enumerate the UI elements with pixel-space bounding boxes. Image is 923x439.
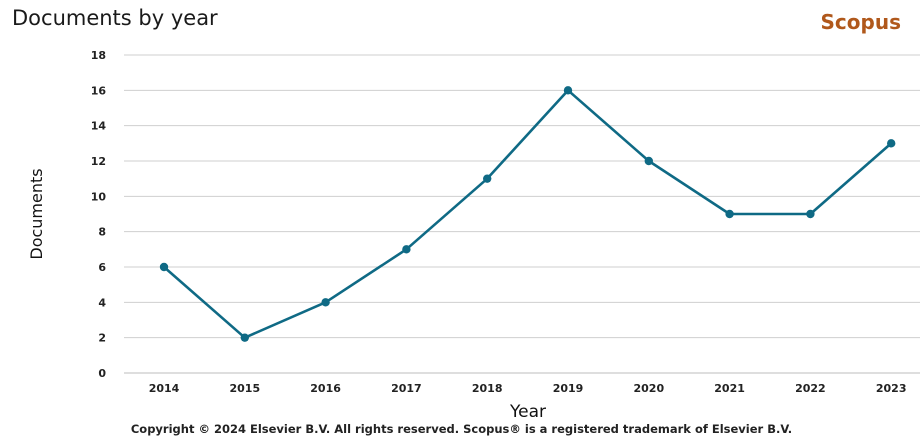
- data-point[interactable]: [644, 156, 653, 166]
- x-tick-label: 2016: [310, 382, 341, 395]
- y-tick-label: 10: [91, 190, 107, 203]
- y-tick-label: 18: [91, 49, 106, 62]
- data-point[interactable]: [240, 333, 249, 342]
- y-tick-label: 6: [98, 261, 106, 274]
- x-tick-label: 2023: [876, 382, 907, 395]
- grid-lines: [124, 54, 920, 374]
- x-tick-label: 2014: [149, 382, 180, 395]
- y-axis-title: Documents: [27, 168, 46, 259]
- x-axis-ticks: 2014 2015 2016 2017 2018 2019 2020 2021 2022 2023: [149, 382, 907, 395]
- x-tick-label: 2015: [229, 382, 260, 395]
- x-tick-label: 2018: [472, 382, 503, 395]
- series-line: [163, 89, 893, 339]
- x-tick-label: 2020: [633, 382, 664, 395]
- scopus-logo[interactable]: Scopus: [820, 10, 901, 34]
- x-tick-label: 2021: [714, 382, 745, 395]
- y-tick-label: 0: [98, 367, 106, 380]
- y-tick-label: 8: [98, 226, 106, 239]
- x-tick-label: 2022: [795, 382, 826, 395]
- data-point[interactable]: [402, 245, 411, 254]
- documents-by-year-chart: 0 2 4 6 8 10 12 14 16 18 2014 2015 2016 2017 2018 2019…: [27, 49, 920, 420]
- data-point[interactable]: [725, 209, 734, 219]
- data-point[interactable]: [806, 209, 815, 219]
- data-point[interactable]: [321, 298, 330, 307]
- x-axis-title: Year: [509, 402, 546, 420]
- y-axis-ticks: 0 2 4 6 8 10 12 14 16 18: [91, 49, 107, 380]
- chart-title: Documents by year: [12, 6, 218, 30]
- x-tick-label: 2019: [553, 382, 584, 395]
- data-point[interactable]: [887, 139, 896, 148]
- y-tick-label: 4: [98, 296, 106, 309]
- y-tick-label: 14: [91, 120, 107, 133]
- y-tick-label: 12: [91, 155, 106, 168]
- series-line-layer: [163, 89, 893, 339]
- data-point[interactable]: [563, 86, 573, 95]
- x-tick-label: 2017: [391, 382, 422, 395]
- y-tick-label: 16: [91, 84, 107, 97]
- copyright-notice: Copyright © 2024 Elsevier B.V. All right…: [130, 422, 793, 436]
- y-tick-label: 2: [98, 332, 106, 345]
- data-points: [159, 86, 896, 342]
- data-point[interactable]: [159, 262, 169, 272]
- data-point[interactable]: [483, 174, 492, 183]
